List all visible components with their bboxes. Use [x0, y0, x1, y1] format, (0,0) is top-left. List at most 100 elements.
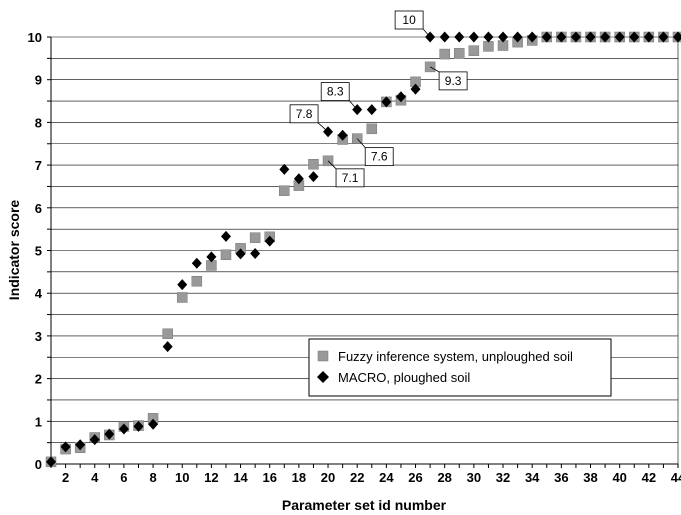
point-macro [498, 31, 509, 43]
x-tick-label: 18 [292, 470, 306, 485]
point-macro [250, 247, 261, 259]
annotation-label: 10 [402, 13, 416, 27]
x-tick-label: 16 [262, 470, 276, 485]
point-macro [468, 31, 479, 43]
x-tick-label: 28 [437, 470, 451, 485]
point-macro [191, 257, 202, 269]
point-macro [556, 31, 567, 43]
point-macro [366, 104, 377, 116]
point-macro [395, 91, 406, 103]
point-macro [279, 163, 290, 175]
x-tick-label: 4 [91, 470, 99, 485]
legend: Fuzzy inference system, unploughed soil … [308, 338, 612, 397]
y-tick-label: 9 [35, 73, 42, 88]
point-macro [410, 83, 421, 95]
point-macro [235, 248, 246, 260]
point-fuzzy [220, 249, 232, 261]
x-tick-label: 2 [62, 470, 69, 485]
point-macro [264, 235, 275, 247]
point-macro [483, 31, 494, 43]
x-tick-label: 32 [496, 470, 510, 485]
x-tick-label: 34 [525, 470, 540, 485]
point-macro [162, 341, 173, 353]
y-tick-label: 1 [35, 414, 42, 429]
point-fuzzy [191, 275, 203, 287]
point-fuzzy [308, 158, 319, 170]
annotation-leader [429, 66, 440, 73]
annotation-box [320, 82, 350, 101]
legend-label-macro: MACRO, ploughed soil [338, 370, 470, 385]
annotation-box [289, 104, 319, 124]
x-tick-labels: 2468101214161820222426283032343638404244 [62, 470, 681, 485]
point-macro [512, 31, 523, 43]
x-tick-label: 30 [467, 470, 481, 485]
point-macro [381, 96, 392, 108]
x-tick-label: 26 [408, 470, 422, 485]
x-tick-label: 44 [671, 470, 681, 485]
annotation-box [394, 10, 424, 30]
annotation-label: 7.8 [296, 107, 313, 121]
annotation-label: 9.3 [445, 74, 462, 88]
y-tick-label: 6 [35, 201, 42, 216]
point-macro [629, 31, 640, 43]
point-macro [673, 31, 681, 43]
point-fuzzy [454, 47, 465, 59]
y-tick-label: 10 [28, 30, 42, 45]
annotation-leader [317, 122, 329, 133]
point-macro [585, 31, 596, 43]
point-macro [118, 423, 129, 435]
annotation-label: 7.1 [342, 171, 359, 185]
point-macro [60, 441, 71, 453]
point-macro [177, 279, 188, 291]
x-tick-label: 10 [175, 470, 189, 485]
point-macro [570, 31, 581, 43]
x-axis-title: Parameter set id number [282, 497, 447, 513]
point-fuzzy [249, 232, 261, 243]
x-tick-label: 24 [379, 470, 394, 485]
annotation-box [364, 147, 394, 167]
annotation-leader [422, 28, 431, 38]
x-tick-label: 8 [149, 470, 156, 485]
legend-marker-macro [317, 371, 329, 383]
legend-marker-fuzzy [317, 350, 329, 362]
x-tick-label: 6 [120, 470, 127, 485]
series-macro-markers [46, 31, 681, 468]
point-fuzzy [483, 41, 494, 52]
point-macro [614, 31, 625, 43]
annotation-label: 7.6 [371, 150, 388, 164]
annotation-leader [327, 160, 337, 170]
x-tick-label: 38 [583, 470, 597, 485]
point-fuzzy [439, 48, 450, 60]
point-macro [600, 31, 611, 43]
y-tick-label: 7 [35, 158, 42, 173]
y-tick-label: 5 [35, 244, 42, 259]
series-fuzzy-markers [45, 31, 681, 468]
x-tick-label: 14 [233, 470, 248, 485]
legend-label-fuzzy: Fuzzy inference system, unploughed soil [338, 349, 573, 364]
annotations: 10 9.3 8.3 7.8 7.6 7.1 [289, 10, 468, 188]
annotation-label: 8.3 [327, 85, 344, 99]
point-macro [89, 434, 100, 446]
point-macro [454, 31, 465, 43]
annotation-box [335, 168, 365, 188]
point-macro [439, 31, 450, 43]
point-fuzzy [162, 328, 173, 340]
point-macro [148, 418, 159, 430]
point-macro [308, 171, 319, 183]
y-tick-label: 3 [35, 329, 42, 344]
grid-lines [47, 36, 679, 468]
x-tick-label: 22 [350, 470, 364, 485]
point-fuzzy [366, 123, 378, 135]
point-macro [643, 31, 654, 43]
point-macro [46, 456, 56, 468]
point-fuzzy [279, 185, 290, 196]
point-macro [104, 428, 115, 440]
point-macro [527, 31, 538, 43]
y-tick-label: 4 [35, 286, 43, 301]
y-tick-labels: 0 1 2 3 4 5 6 7 8 9 10 [28, 30, 43, 472]
point-fuzzy [176, 292, 188, 303]
x-tick-label: 20 [321, 470, 335, 485]
legend-box [308, 338, 612, 397]
x-tick-label: 12 [204, 470, 218, 485]
